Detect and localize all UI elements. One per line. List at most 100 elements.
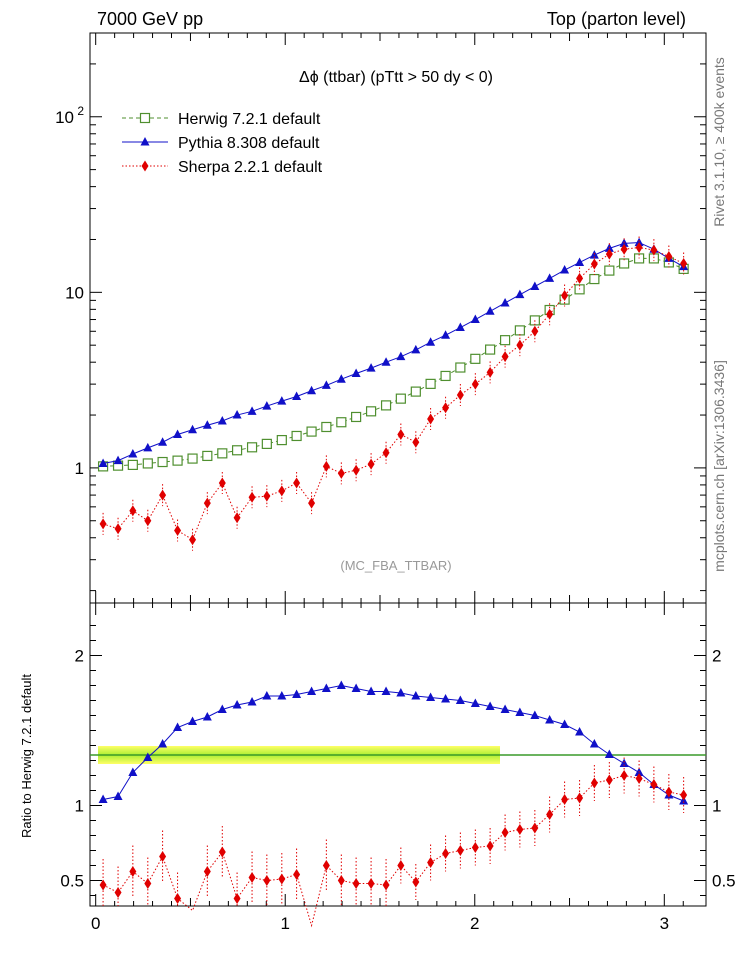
herwig-point	[291, 430, 302, 442]
ratio-sherpa-point	[605, 774, 613, 786]
ratio-pythia-point	[158, 739, 168, 748]
ratio-sherpa-point	[174, 893, 182, 904]
sherpa-point	[367, 458, 375, 470]
ratio-sherpa-point	[352, 878, 360, 889]
ratio-pythia-point	[247, 697, 257, 706]
ratio-pythia-point	[143, 752, 153, 761]
sherpa-point	[590, 258, 598, 270]
pythia-point	[173, 429, 183, 438]
pythia-point	[500, 297, 510, 307]
ratio-sherpa-point	[427, 857, 435, 868]
legend: Herwig 7.2.1 default Pythia 8.308 default…	[122, 111, 323, 176]
herwig-point	[231, 445, 243, 456]
header-left: 7000 GeV pp	[97, 9, 203, 29]
ratio-sherpa-point	[680, 789, 688, 801]
header-right: Top (parton level)	[547, 9, 686, 29]
ratio-pythia-point	[619, 758, 629, 767]
sherpa-point	[114, 523, 122, 535]
herwig-point	[276, 434, 287, 446]
ratio-sherpa-point	[412, 876, 420, 888]
sherpa-line	[102, 247, 684, 541]
y-tick-label: 10	[55, 108, 74, 127]
sherpa-point	[322, 460, 330, 472]
ratio-sherpa-point	[590, 777, 598, 789]
sherpa-point	[174, 524, 182, 536]
ratio-series	[98, 680, 689, 928]
ratio-pythia-point	[426, 692, 436, 701]
sherpa-point	[99, 518, 107, 530]
pythia-point	[545, 273, 555, 282]
herwig-point	[321, 421, 332, 433]
pythia-point	[485, 306, 495, 315]
y-tick-label: 1	[75, 459, 84, 478]
x-tick-label: 1	[280, 914, 289, 933]
y-tick-label-exponent: 2	[77, 104, 84, 118]
pythia-point	[128, 448, 138, 458]
pythia-point	[560, 265, 570, 274]
herwig-point	[187, 453, 198, 464]
sherpa-point	[471, 378, 479, 390]
herwig-point	[410, 386, 421, 397]
sherpa-point	[218, 477, 226, 489]
herwig-point	[127, 459, 138, 471]
x-tick-label: 3	[660, 914, 669, 933]
ratio-y-tick-label-right: 1	[712, 797, 721, 816]
herwig-point	[455, 362, 466, 373]
pythia-point	[292, 391, 302, 401]
herwig-point	[261, 438, 272, 449]
pythia-point	[455, 322, 465, 332]
sherpa-point	[248, 491, 256, 503]
sherpa-point	[397, 428, 405, 440]
ratio-pythia-point	[396, 688, 406, 697]
sherpa-point	[337, 467, 345, 479]
herwig-line	[103, 257, 684, 467]
pythia-point	[247, 406, 257, 415]
ratio-pythia-point	[575, 727, 585, 736]
ratio-sherpa-point	[397, 860, 405, 871]
y-tick-label: 10	[65, 283, 84, 302]
ratio-pythia-point	[232, 700, 242, 709]
ratio-sherpa-point	[367, 878, 375, 889]
pythia-point	[336, 374, 346, 383]
ratio-sherpa-point	[516, 824, 524, 835]
sherpa-point	[665, 250, 673, 262]
pythia-point	[202, 420, 212, 429]
ratio-axis-ticks: 0.5 0.5 1 1 2 2 0 1 2 3	[60, 603, 736, 933]
herwig-point	[365, 406, 377, 417]
herwig-point	[485, 344, 496, 355]
ratio-sherpa-point	[293, 869, 301, 880]
ratio-pythia-line	[102, 684, 684, 802]
ratio-sherpa-point	[203, 866, 211, 877]
pythia-point	[113, 455, 123, 465]
ratio-pythia-point	[604, 749, 614, 758]
ratio-pythia-point	[321, 683, 331, 692]
pythia-point	[426, 337, 436, 346]
ratio-sherpa-point	[486, 840, 494, 852]
legend-label: Sherpa 2.2.1 default	[178, 159, 323, 176]
herwig-point	[619, 258, 630, 269]
ratio-sherpa-point	[99, 879, 107, 891]
ratio-sherpa-point	[442, 848, 450, 859]
herwig-point	[217, 448, 228, 459]
sherpa-point	[293, 477, 301, 489]
ratio-sherpa-point	[576, 792, 584, 804]
pythia-point	[217, 415, 227, 425]
ratio-sherpa-point	[546, 809, 554, 820]
sherpa-point	[233, 512, 241, 524]
rivet-label: Rivet 3.1.10, ≥ 400k events	[711, 57, 727, 227]
ratio-sherpa-point	[471, 842, 479, 853]
sherpa-point	[486, 366, 494, 378]
pythia-point	[143, 442, 153, 452]
pythia-point	[381, 357, 391, 366]
ratio-pythia-point	[336, 680, 346, 689]
sherpa-point	[546, 308, 554, 320]
herwig-point	[336, 417, 347, 428]
sherpa-point	[531, 325, 539, 337]
sherpa-point	[129, 505, 137, 517]
pythia-point	[351, 368, 361, 377]
sherpa-point	[442, 402, 450, 414]
sherpa-point	[203, 497, 211, 509]
ratio-y-tick-label-right: 2	[712, 647, 721, 666]
ratio-pythia-point	[485, 701, 495, 710]
